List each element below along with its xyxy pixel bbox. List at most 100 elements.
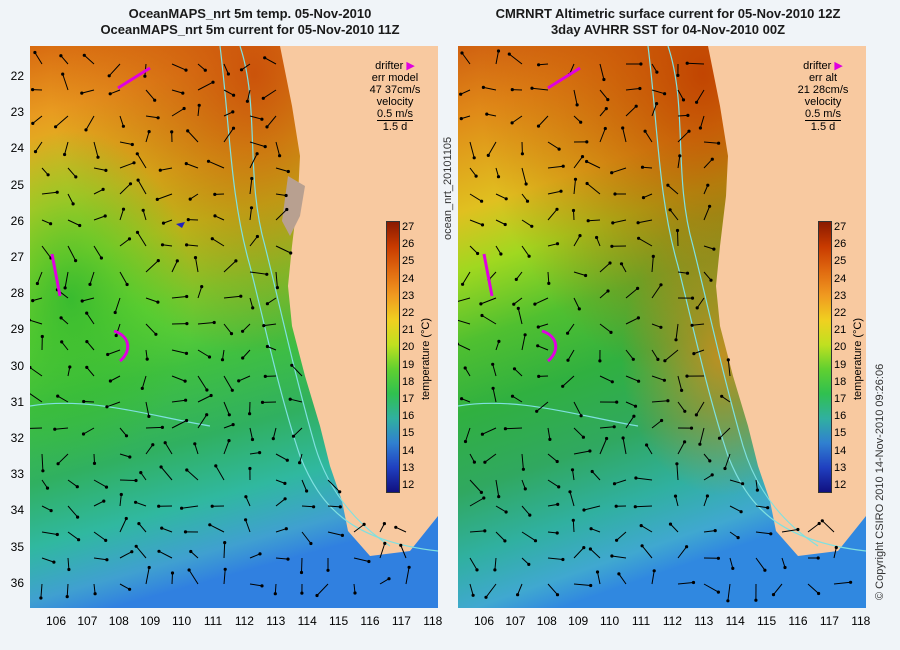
current-arrow [692,323,705,326]
longitude-tick-label: 106 [45,614,67,628]
current-arrow-head [45,486,50,490]
current-arrow [249,427,253,440]
current-arrow-head [128,182,133,186]
right-map-panel[interactable]: drifter ▶ err alt 21 28cm/s velocity 0.5… [458,46,866,608]
current-arrow-head [210,504,214,508]
current-arrow-head [663,92,667,96]
current-arrow-head [557,485,561,489]
colorbar-tick-label: 20 [402,341,415,354]
current-arrow [488,271,497,280]
current-arrow-head [263,374,267,378]
current-arrow-head [503,222,507,227]
current-arrow [171,572,173,585]
left-map-panel[interactable]: drifter ▶ err model 47 37cm/s velocity 0… [30,46,438,608]
current-arrow [249,553,261,559]
current-arrow-head [643,129,647,133]
current-arrow [249,141,266,148]
current-arrow [301,531,312,544]
current-arrow [66,583,69,597]
current-arrow [275,528,287,533]
current-arrow-head [580,155,585,159]
current-arrow [492,388,497,403]
current-arrow [275,209,288,221]
current-arrow [34,52,43,65]
current-arrow-head [193,256,198,260]
current-arrow-head [85,340,89,344]
current-arrow-head [49,509,53,513]
current-arrow [197,375,208,391]
current-arrow [41,505,52,512]
current-arrow-head [312,505,316,509]
current-arrow [547,141,560,150]
current-arrow-head [555,242,560,246]
colorbar-tick-label: 25 [402,255,415,268]
current-arrow-head [606,289,610,293]
current-arrow-head [284,527,288,531]
current-arrow-head [496,49,501,53]
colorbar-tick-label: 21 [402,324,415,337]
current-arrow-head [283,481,287,485]
current-arrow [41,191,58,195]
current-arrow-head [675,228,680,233]
current-arrow-head [92,461,97,465]
current-arrow-head [56,462,60,466]
current-arrow-head [151,443,155,447]
current-arrow [249,153,258,169]
current-arrow [538,115,549,127]
current-arrow-head [695,306,699,310]
current-arrow-head [134,544,138,548]
current-arrow [547,479,559,488]
current-arrow-head [631,357,635,361]
current-arrow-head [666,183,670,187]
current-arrow [223,111,234,117]
current-arrow-head [516,306,520,310]
current-arrow [481,315,497,325]
current-arrow [145,89,156,101]
current-arrow [721,395,731,403]
current-arrow-head [504,197,508,201]
current-arrow-head [278,154,282,158]
current-arrow-head [135,152,139,156]
current-arrow-head [769,532,773,536]
current-arrow-head [561,384,565,388]
current-arrow [651,89,665,95]
current-arrow-head [536,325,540,329]
current-arrow [461,52,471,65]
current-arrow [145,297,159,303]
current-arrow-head [716,556,720,560]
current-arrow-head [527,254,531,258]
current-arrow [703,583,719,593]
current-arrow [241,63,251,71]
current-arrow-head [610,380,614,384]
current-arrow [83,401,95,403]
current-arrow-head [188,197,192,201]
legend-err-label: err alt [808,72,838,84]
current-arrow [89,271,95,285]
current-arrow-head [193,442,197,446]
current-arrow [677,441,686,455]
current-arrow [635,477,653,481]
legend-velocity-label: velocity [804,96,842,108]
current-arrow [469,141,475,158]
current-arrow-head [285,458,289,462]
current-arrow [245,519,251,533]
current-arrow [246,89,251,102]
current-arrow [275,557,289,560]
current-arrow [249,297,254,309]
colorbar-tick-label: 13 [402,461,415,474]
current-arrow [145,426,163,429]
current-arrow-head [88,282,92,286]
current-arrow [223,401,230,415]
current-arrow-head [200,285,204,289]
current-arrow-head [483,460,487,464]
current-arrow-head [612,482,617,486]
current-arrow-head [817,591,821,596]
current-arrow [171,108,185,117]
current-arrow [266,115,277,128]
current-arrow [93,141,99,158]
current-arrow-head [555,459,559,464]
current-arrow-head [285,207,289,212]
current-arrow-head [584,273,588,278]
current-arrow-head [561,164,565,168]
current-arrow [616,531,627,541]
